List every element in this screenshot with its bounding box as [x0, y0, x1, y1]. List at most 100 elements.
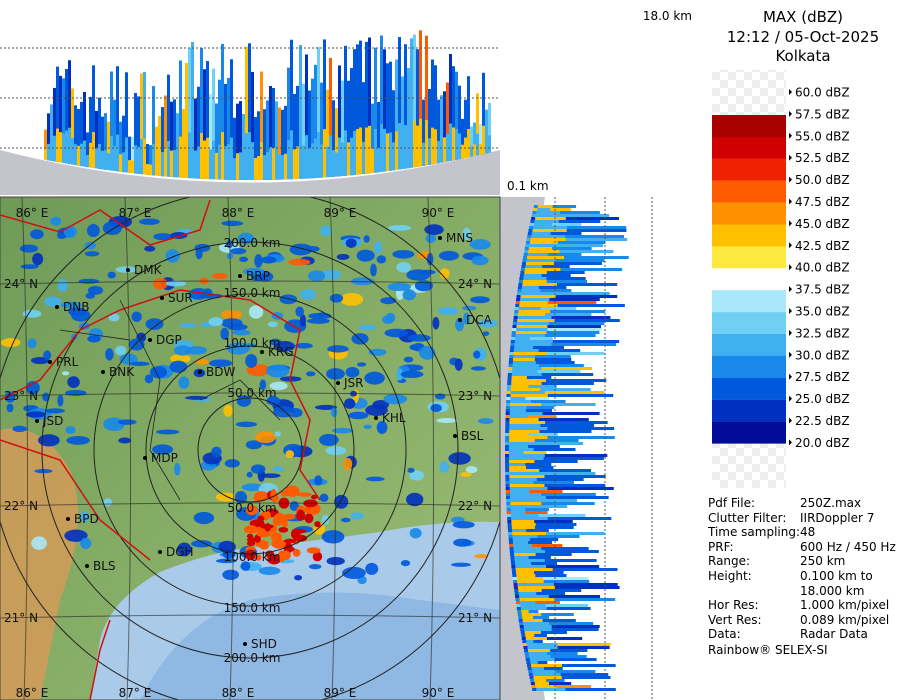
echo-core: [446, 133, 449, 162]
legend-swatch: [712, 202, 786, 225]
echo-row: [510, 346, 565, 349]
range-ring: [197, 397, 303, 503]
legend-tick: [789, 308, 792, 314]
echo-cell: [454, 358, 463, 371]
echo-core: [110, 135, 113, 171]
info-value: 0.100 km to: [800, 569, 873, 583]
echo-column: [95, 110, 98, 169]
echo-column: [47, 113, 50, 161]
echo-row: [527, 235, 625, 238]
echo-core: [488, 135, 491, 153]
echo-cell: [482, 331, 490, 336]
echo-core: [520, 604, 546, 607]
echo-cell: [255, 431, 276, 444]
city-dot: [48, 360, 52, 364]
echo-core: [531, 235, 566, 238]
echo-cell: [0, 338, 21, 348]
echo-cell: [344, 398, 356, 409]
echo-core: [510, 508, 526, 511]
echo-core: [520, 295, 556, 298]
echo-column: [188, 47, 191, 179]
echo-cell: [61, 371, 70, 376]
echo-core: [182, 153, 185, 178]
info-label: Data:: [708, 627, 741, 642]
echo-row: [505, 427, 615, 430]
echo-core: [473, 144, 476, 157]
echo-column: [71, 88, 74, 165]
echo-cell: [274, 431, 281, 437]
echo-cell: [409, 527, 422, 539]
echo-column: [281, 109, 284, 180]
city-label: MDP: [151, 451, 178, 465]
echo-core: [509, 412, 543, 415]
echo-row: [506, 502, 595, 505]
echo-row: [520, 631, 567, 634]
echo-row: [514, 592, 566, 595]
legend-label: 50.0 dBZ: [795, 173, 850, 187]
echo-cell: [250, 464, 266, 474]
city-label: DGH: [166, 545, 194, 559]
legend-empty: [712, 443, 786, 488]
echo-cell: [144, 245, 156, 252]
echo-cell: [212, 272, 228, 279]
echo-cell: [462, 227, 471, 241]
echo-row: [505, 409, 552, 412]
echo-cell: [105, 348, 114, 361]
echo-core: [531, 232, 551, 235]
echo-row: [508, 541, 553, 544]
echo-core: [528, 652, 548, 655]
echo-column: [74, 105, 77, 166]
echo-core: [529, 241, 558, 244]
echo-core: [467, 128, 470, 158]
echo-core: [535, 214, 563, 217]
echo-row: [505, 424, 595, 427]
echo-core: [443, 137, 446, 163]
echo-core: [509, 493, 542, 496]
echo-cell: [312, 551, 323, 562]
echo-cell: [115, 345, 127, 356]
echo-cell: [6, 403, 14, 413]
echo-column: [386, 63, 389, 172]
echo-cell: [195, 359, 209, 365]
echo-column: [410, 38, 413, 168]
echo-core: [149, 164, 152, 176]
echo-row: [524, 250, 614, 253]
echo-core: [510, 397, 526, 400]
echo-cell: [152, 278, 168, 290]
echo-row: [519, 622, 594, 625]
echo-row: [511, 337, 553, 340]
echo-column: [458, 85, 461, 160]
echo-column: [347, 80, 350, 176]
echo-cell: [64, 529, 88, 542]
echo-cell: [245, 505, 258, 516]
echo-core: [251, 142, 254, 180]
echo-cell: [299, 314, 307, 327]
echo-cell: [406, 269, 431, 281]
echo-cell: [218, 540, 236, 553]
echo-core: [479, 144, 482, 155]
echo-core: [248, 132, 251, 180]
echo-core: [526, 259, 556, 262]
echo-row: [505, 421, 608, 424]
echo-core: [260, 142, 263, 180]
city-dot: [160, 296, 164, 300]
echo-cell: [465, 466, 478, 474]
echo-core: [125, 137, 128, 173]
parallel: [0, 392, 500, 397]
echo-column: [218, 79, 221, 180]
echo-row: [505, 454, 608, 457]
legend-tick: [789, 89, 792, 95]
echo-column: [248, 43, 251, 180]
echo-core: [158, 154, 161, 176]
echo-core: [509, 436, 548, 439]
echo-cell: [25, 380, 40, 395]
echo-cell: [363, 424, 372, 430]
echo-cell: [409, 470, 425, 481]
echo-cell: [38, 434, 60, 447]
echo-cell: [144, 374, 154, 384]
city-dot: [85, 564, 89, 568]
echo-core: [323, 129, 326, 178]
echo-cell: [19, 244, 39, 253]
echo-core: [509, 484, 545, 487]
echo-core: [525, 637, 547, 640]
